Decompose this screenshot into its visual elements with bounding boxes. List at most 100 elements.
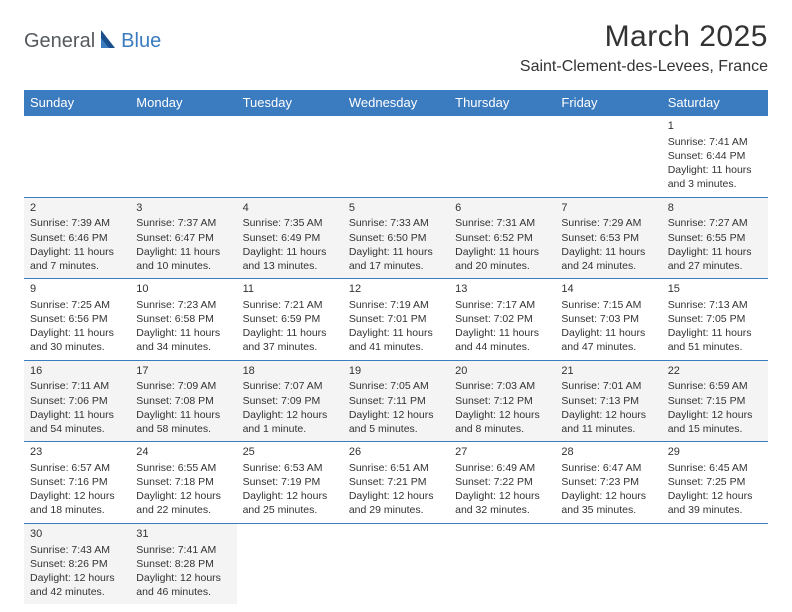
calendar-row: 16Sunrise: 7:11 AMSunset: 7:06 PMDayligh…	[24, 360, 768, 442]
day-number: 19	[349, 364, 443, 379]
cell-daylight1: Daylight: 12 hours	[668, 489, 762, 503]
cell-sunset: Sunset: 7:15 PM	[668, 394, 762, 408]
month-title: March 2025	[520, 20, 768, 54]
cell-sunset: Sunset: 7:22 PM	[455, 475, 549, 489]
day-number: 1	[668, 119, 762, 134]
cell-sunset: Sunset: 7:03 PM	[561, 312, 655, 326]
cell-daylight1: Daylight: 12 hours	[136, 571, 230, 585]
cell-daylight1: Daylight: 12 hours	[668, 408, 762, 422]
calendar-cell	[555, 523, 661, 604]
calendar-cell	[555, 116, 661, 198]
day-number: 2	[30, 201, 124, 216]
logo-text-blue: Blue	[121, 30, 161, 53]
cell-daylight2: and 3 minutes.	[668, 177, 762, 191]
cell-daylight2: and 13 minutes.	[243, 259, 337, 273]
calendar-cell	[237, 116, 343, 198]
day-number: 3	[136, 201, 230, 216]
calendar-cell: 13Sunrise: 7:17 AMSunset: 7:02 PMDayligh…	[449, 279, 555, 361]
cell-daylight1: Daylight: 11 hours	[668, 163, 762, 177]
calendar-cell: 30Sunrise: 7:43 AMSunset: 8:26 PMDayligh…	[24, 523, 130, 604]
cell-sunrise: Sunrise: 7:19 AM	[349, 298, 443, 312]
calendar-cell	[662, 523, 768, 604]
day-number: 8	[668, 201, 762, 216]
cell-daylight2: and 35 minutes.	[561, 503, 655, 517]
cell-daylight2: and 39 minutes.	[668, 503, 762, 517]
cell-sunrise: Sunrise: 7:37 AM	[136, 216, 230, 230]
cell-sunrise: Sunrise: 7:25 AM	[30, 298, 124, 312]
day-number: 29	[668, 445, 762, 460]
cell-daylight1: Daylight: 11 hours	[30, 245, 124, 259]
cell-sunrise: Sunrise: 6:59 AM	[668, 379, 762, 393]
cell-sunset: Sunset: 7:05 PM	[668, 312, 762, 326]
calendar-cell: 5Sunrise: 7:33 AMSunset: 6:50 PMDaylight…	[343, 197, 449, 279]
header: General Blue March 2025 Saint-Clement-de…	[24, 20, 768, 76]
cell-sunrise: Sunrise: 7:39 AM	[30, 216, 124, 230]
calendar-cell: 19Sunrise: 7:05 AMSunset: 7:11 PMDayligh…	[343, 360, 449, 442]
cell-daylight2: and 34 minutes.	[136, 340, 230, 354]
calendar-row: 23Sunrise: 6:57 AMSunset: 7:16 PMDayligh…	[24, 442, 768, 524]
location: Saint-Clement-des-Levees, France	[520, 58, 768, 76]
calendar-cell: 18Sunrise: 7:07 AMSunset: 7:09 PMDayligh…	[237, 360, 343, 442]
cell-daylight2: and 29 minutes.	[349, 503, 443, 517]
cell-sunrise: Sunrise: 7:31 AM	[455, 216, 549, 230]
cell-daylight1: Daylight: 12 hours	[455, 408, 549, 422]
day-number: 15	[668, 282, 762, 297]
calendar-row: 9Sunrise: 7:25 AMSunset: 6:56 PMDaylight…	[24, 279, 768, 361]
weekday-header: Tuesday	[237, 90, 343, 116]
calendar-cell: 16Sunrise: 7:11 AMSunset: 7:06 PMDayligh…	[24, 360, 130, 442]
cell-sunset: Sunset: 8:28 PM	[136, 557, 230, 571]
cell-daylight2: and 37 minutes.	[243, 340, 337, 354]
cell-sunrise: Sunrise: 7:07 AM	[243, 379, 337, 393]
cell-daylight2: and 41 minutes.	[349, 340, 443, 354]
cell-daylight1: Daylight: 11 hours	[455, 245, 549, 259]
day-number: 17	[136, 364, 230, 379]
day-number: 25	[243, 445, 337, 460]
cell-sunset: Sunset: 7:21 PM	[349, 475, 443, 489]
cell-sunset: Sunset: 6:50 PM	[349, 231, 443, 245]
cell-sunset: Sunset: 6:44 PM	[668, 149, 762, 163]
calendar-cell	[449, 523, 555, 604]
cell-sunrise: Sunrise: 7:05 AM	[349, 379, 443, 393]
calendar-cell: 27Sunrise: 6:49 AMSunset: 7:22 PMDayligh…	[449, 442, 555, 524]
cell-daylight1: Daylight: 12 hours	[349, 408, 443, 422]
cell-daylight2: and 5 minutes.	[349, 422, 443, 436]
cell-sunset: Sunset: 6:49 PM	[243, 231, 337, 245]
cell-sunset: Sunset: 7:06 PM	[30, 394, 124, 408]
cell-sunset: Sunset: 6:53 PM	[561, 231, 655, 245]
calendar-cell: 23Sunrise: 6:57 AMSunset: 7:16 PMDayligh…	[24, 442, 130, 524]
cell-sunrise: Sunrise: 7:43 AM	[30, 543, 124, 557]
calendar-cell	[237, 523, 343, 604]
day-number: 24	[136, 445, 230, 460]
cell-daylight1: Daylight: 11 hours	[349, 326, 443, 340]
calendar-cell: 9Sunrise: 7:25 AMSunset: 6:56 PMDaylight…	[24, 279, 130, 361]
cell-daylight2: and 10 minutes.	[136, 259, 230, 273]
cell-sunrise: Sunrise: 7:17 AM	[455, 298, 549, 312]
cell-sunset: Sunset: 6:47 PM	[136, 231, 230, 245]
calendar-cell: 11Sunrise: 7:21 AMSunset: 6:59 PMDayligh…	[237, 279, 343, 361]
calendar-cell: 28Sunrise: 6:47 AMSunset: 7:23 PMDayligh…	[555, 442, 661, 524]
calendar-cell	[449, 116, 555, 198]
cell-sunset: Sunset: 7:19 PM	[243, 475, 337, 489]
cell-sunrise: Sunrise: 6:47 AM	[561, 461, 655, 475]
day-number: 14	[561, 282, 655, 297]
calendar-row: 30Sunrise: 7:43 AMSunset: 8:26 PMDayligh…	[24, 523, 768, 604]
cell-sunrise: Sunrise: 7:29 AM	[561, 216, 655, 230]
cell-daylight2: and 30 minutes.	[30, 340, 124, 354]
cell-daylight1: Daylight: 11 hours	[136, 408, 230, 422]
calendar-cell: 26Sunrise: 6:51 AMSunset: 7:21 PMDayligh…	[343, 442, 449, 524]
calendar-cell: 3Sunrise: 7:37 AMSunset: 6:47 PMDaylight…	[130, 197, 236, 279]
calendar-cell: 1Sunrise: 7:41 AMSunset: 6:44 PMDaylight…	[662, 116, 768, 198]
weekday-header: Friday	[555, 90, 661, 116]
calendar-cell: 17Sunrise: 7:09 AMSunset: 7:08 PMDayligh…	[130, 360, 236, 442]
calendar-cell: 8Sunrise: 7:27 AMSunset: 6:55 PMDaylight…	[662, 197, 768, 279]
cell-sunrise: Sunrise: 7:09 AM	[136, 379, 230, 393]
calendar-body: 1Sunrise: 7:41 AMSunset: 6:44 PMDaylight…	[24, 116, 768, 605]
cell-daylight2: and 15 minutes.	[668, 422, 762, 436]
cell-daylight1: Daylight: 11 hours	[455, 326, 549, 340]
day-number: 4	[243, 201, 337, 216]
cell-daylight1: Daylight: 11 hours	[136, 326, 230, 340]
cell-sunrise: Sunrise: 6:53 AM	[243, 461, 337, 475]
cell-sunset: Sunset: 7:25 PM	[668, 475, 762, 489]
day-number: 31	[136, 527, 230, 542]
day-number: 22	[668, 364, 762, 379]
